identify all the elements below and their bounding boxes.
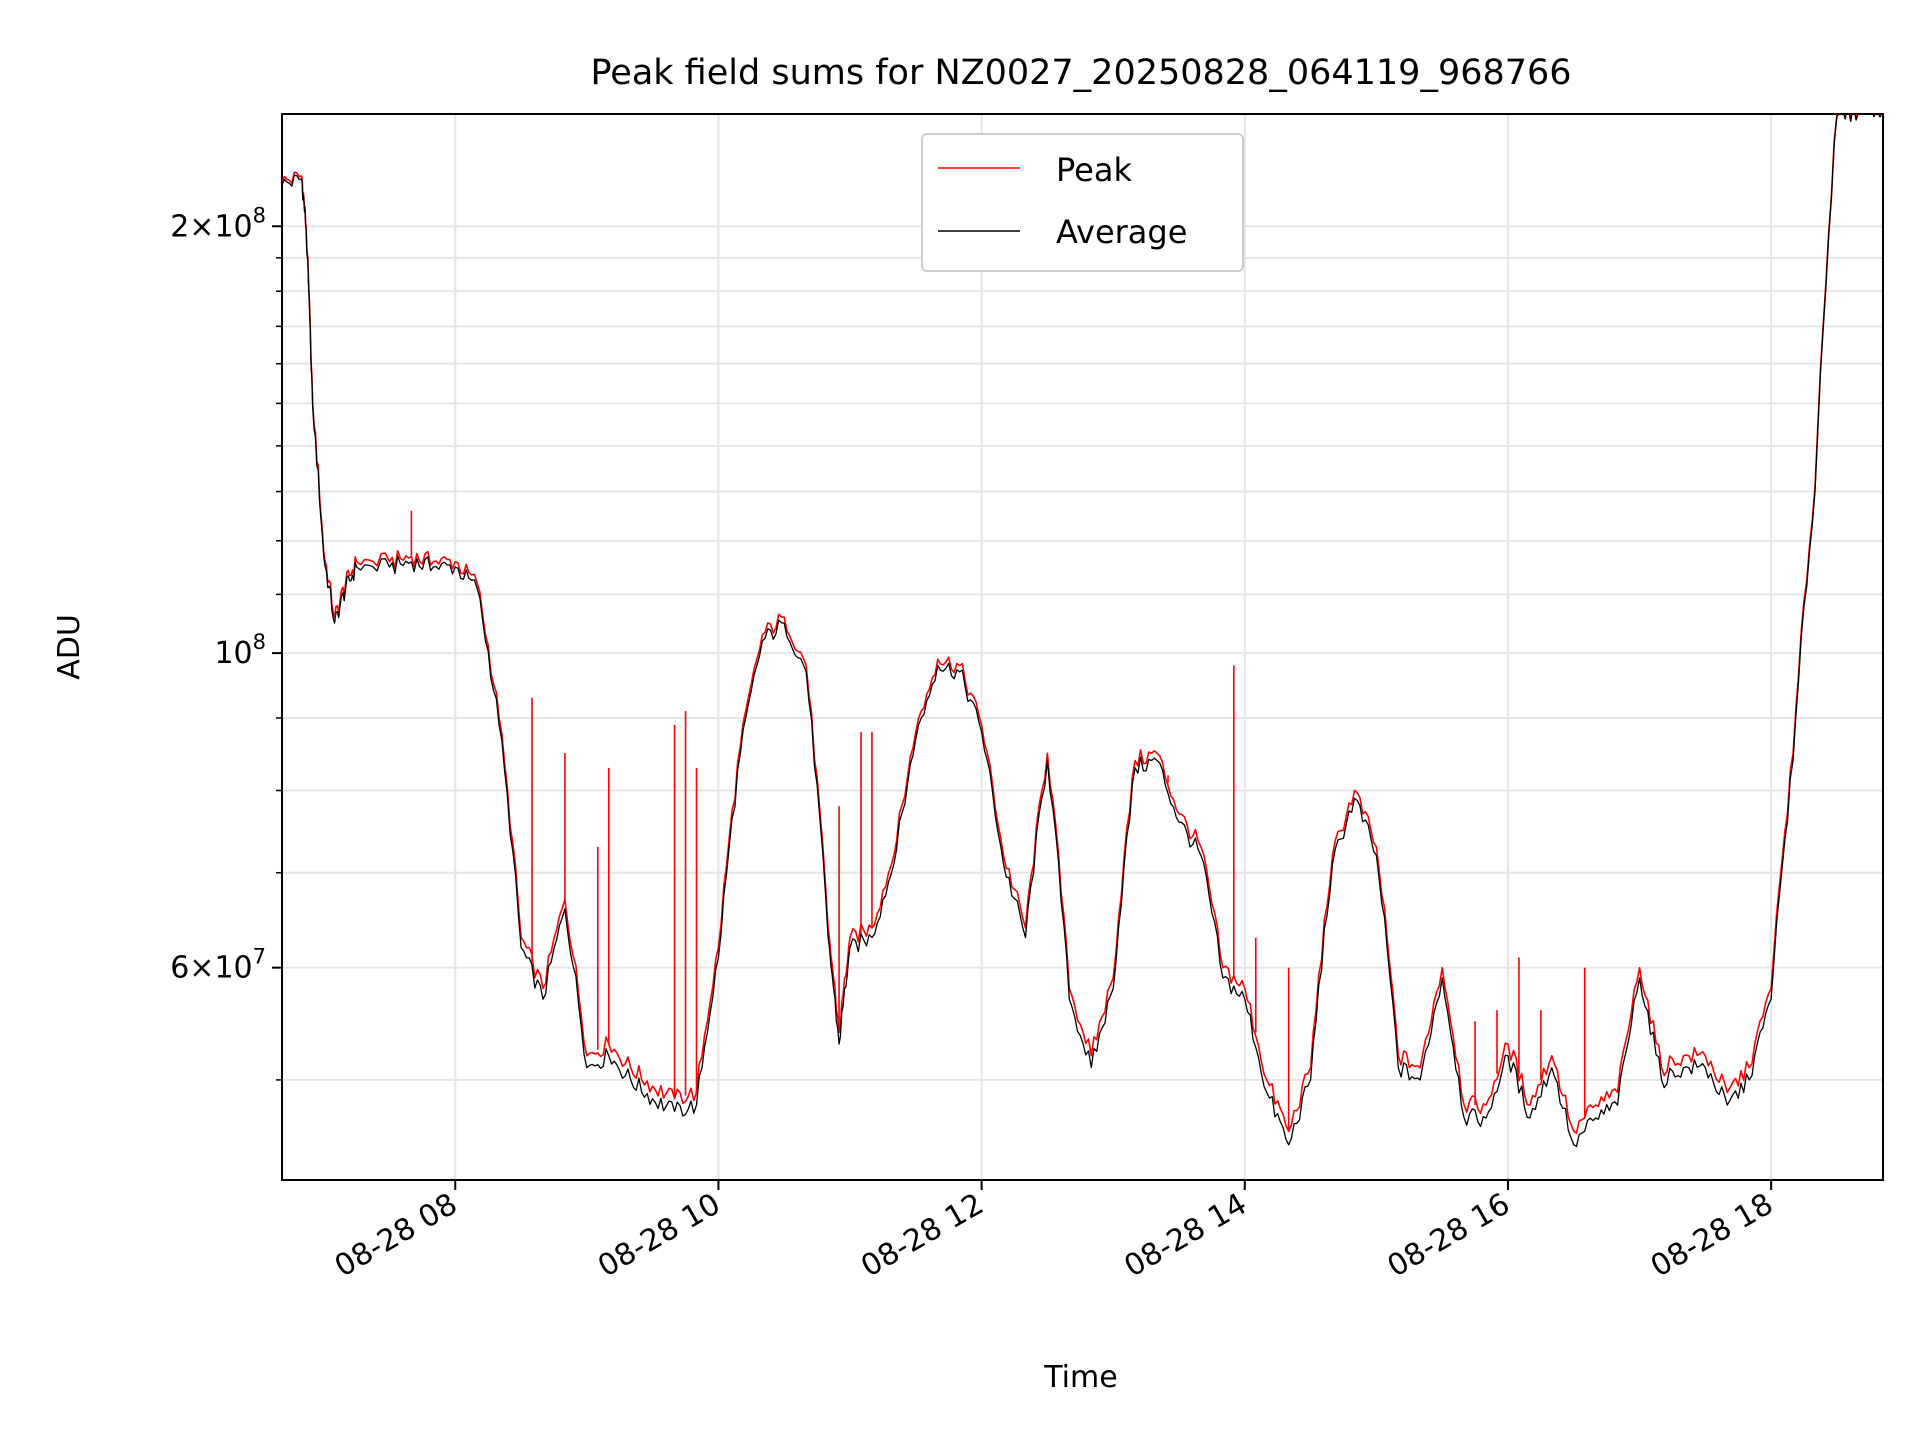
series-layer xyxy=(282,114,1883,1148)
x-tick-label: 08-28 12 xyxy=(855,1187,989,1285)
x-axis-ticks: 08-28 08 08-28 10 08-28 12 08-28 14 08-28 16… xyxy=(329,1180,1779,1284)
legend: Peak Average xyxy=(921,133,1244,272)
gridlines xyxy=(282,114,1883,1180)
y-axis-ticks: 2×108 108 6×107 xyxy=(170,203,282,1081)
chart-title: Peak field sums for NZ0027_20250828_0641… xyxy=(590,53,1571,93)
y-tick-label: 108 xyxy=(214,630,266,671)
plot-area xyxy=(281,113,1884,1181)
y-tick-label: 6×107 xyxy=(170,945,266,986)
x-tick-label: 08-28 10 xyxy=(592,1187,726,1285)
x-tick-label: 08-28 08 xyxy=(329,1187,463,1285)
x-tick-label: 08-28 18 xyxy=(1645,1187,1779,1285)
y-tick-label: 2×108 xyxy=(170,203,266,244)
series-peak-line xyxy=(282,114,1882,1134)
y-axis-label: ADU xyxy=(52,614,87,680)
series-average-line xyxy=(282,114,1883,1148)
legend-peak-label: Peak xyxy=(1056,151,1132,189)
x-tick-label: 08-28 16 xyxy=(1382,1187,1516,1285)
x-tick-label: 08-28 14 xyxy=(1118,1187,1252,1285)
legend-average-label: Average xyxy=(1056,213,1187,251)
x-axis-label: Time xyxy=(1043,1360,1117,1395)
